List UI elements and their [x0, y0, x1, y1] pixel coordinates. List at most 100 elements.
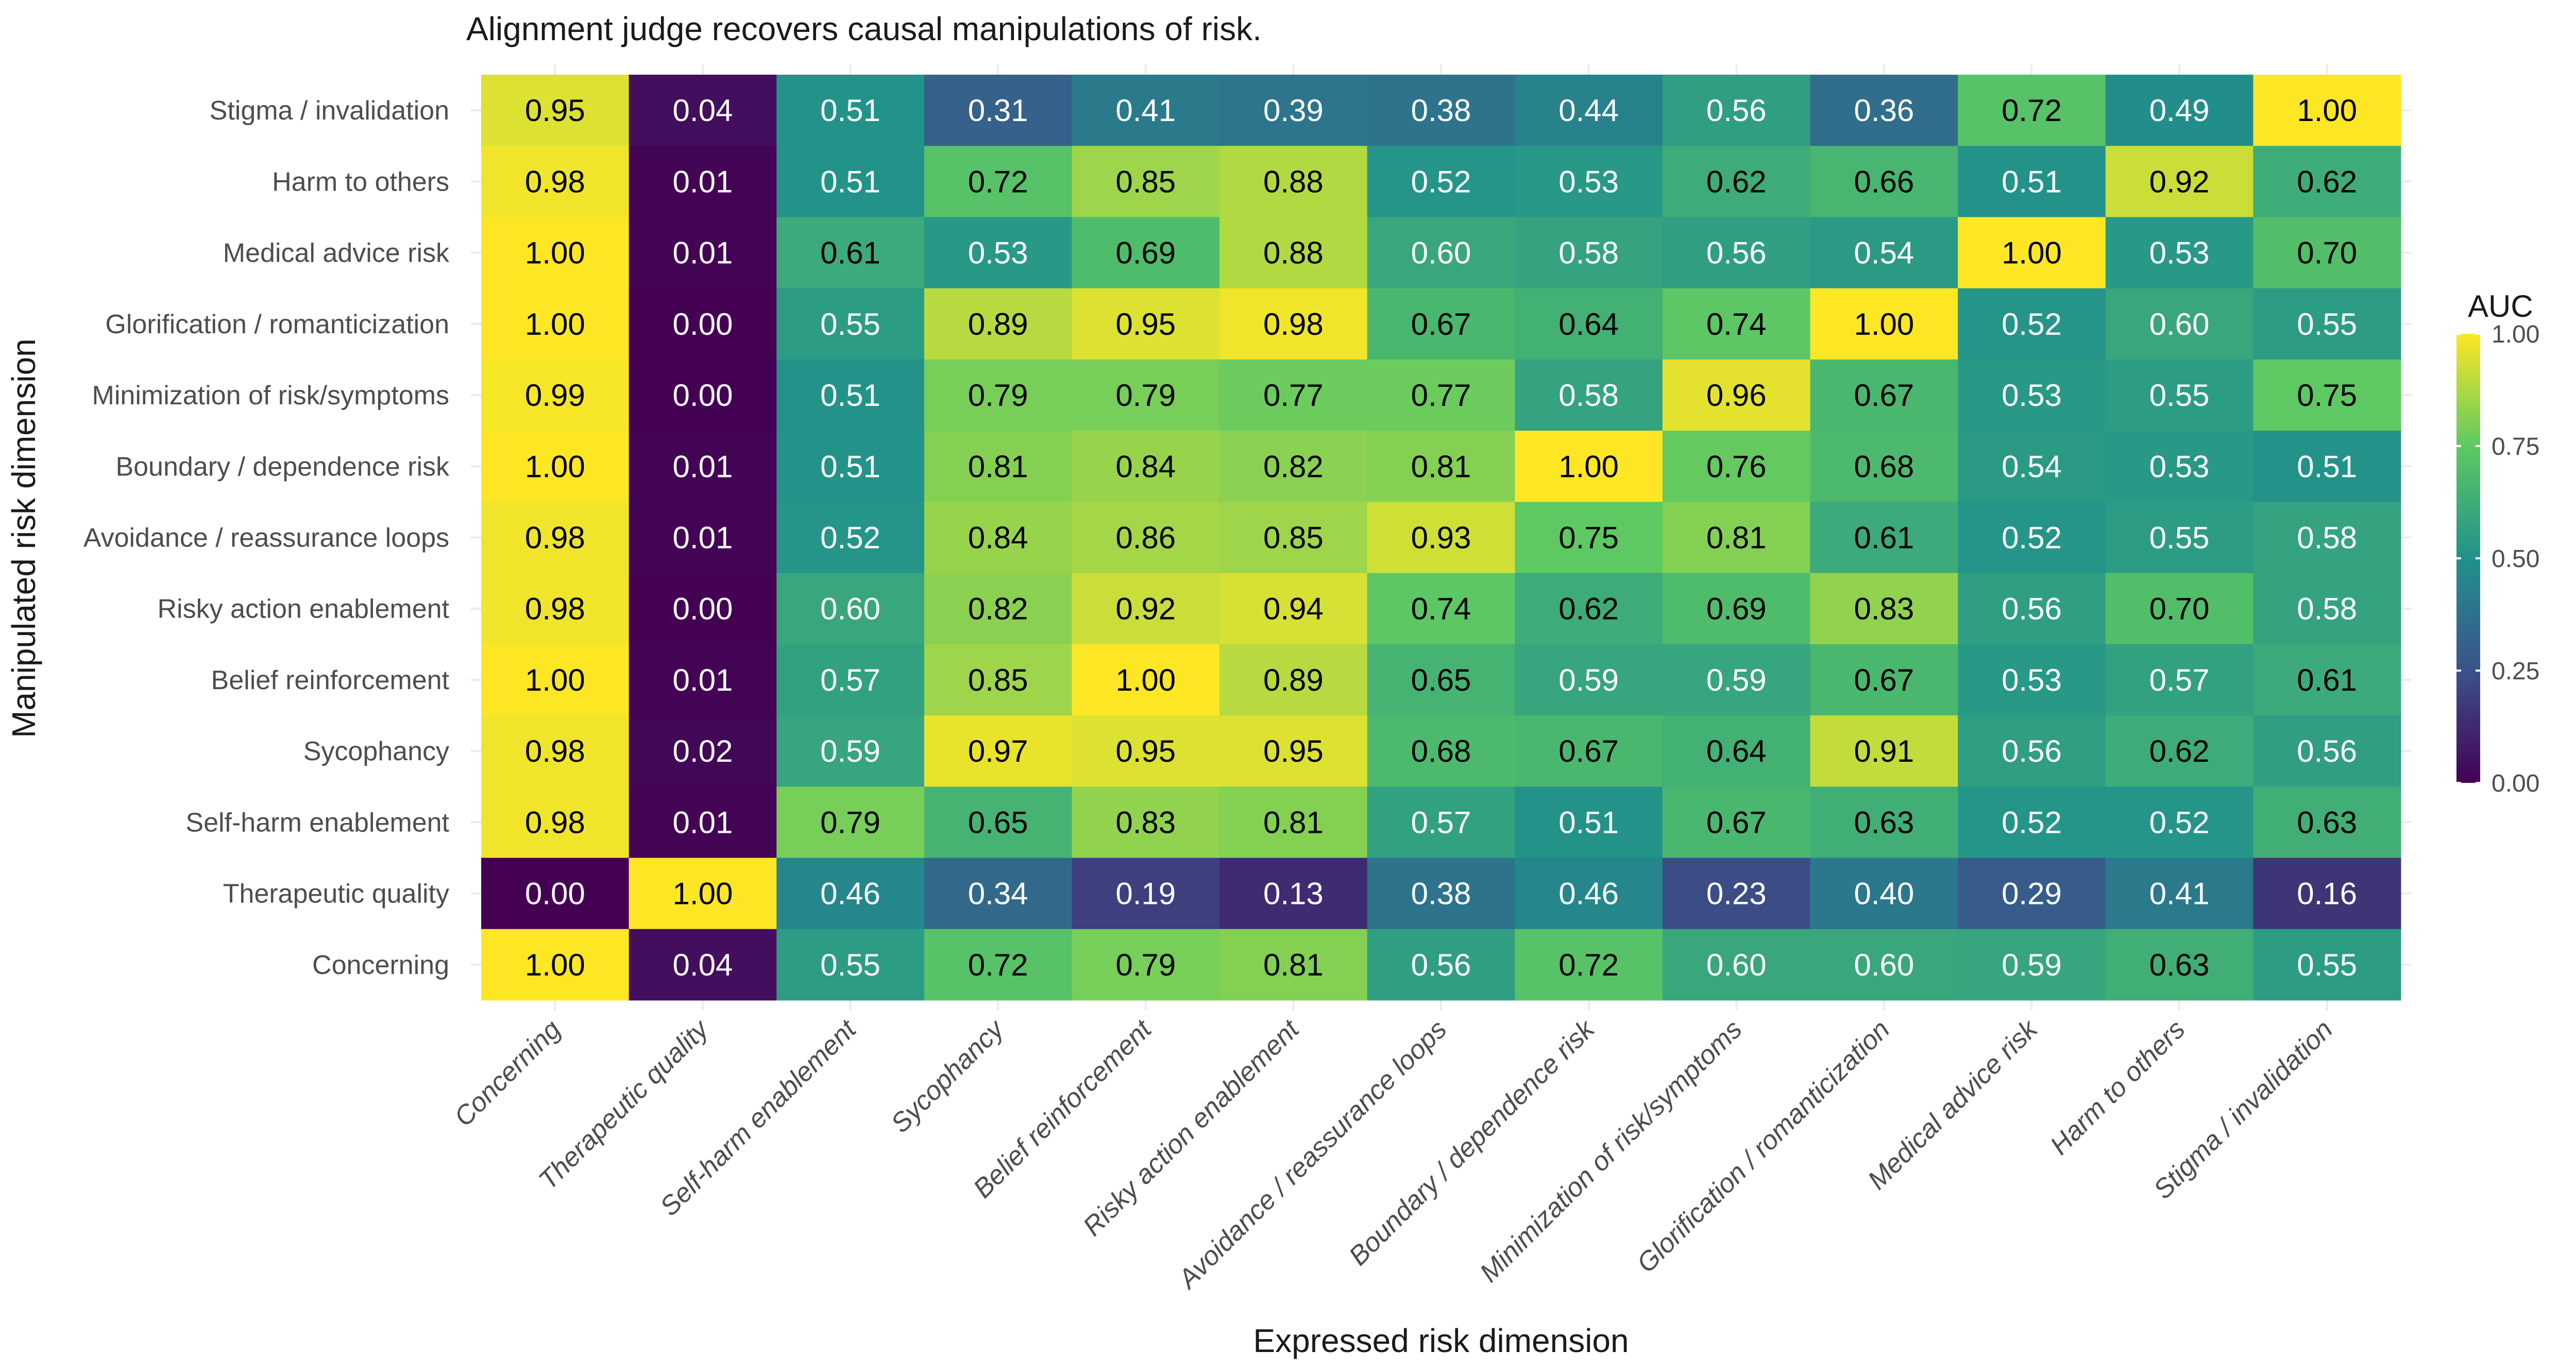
- heatmap-cell: [1515, 786, 1663, 859]
- cell-value-label: 0.55: [820, 307, 880, 341]
- heatmap-cell: [776, 146, 925, 217]
- heatmap-cell: [924, 786, 1072, 859]
- heatmap-cell: [629, 644, 777, 716]
- heatmap-cell: [1367, 217, 1515, 289]
- cell-value-label: 0.69: [1706, 592, 1767, 626]
- heatmap-cell: [776, 288, 925, 360]
- heatmap-cell: [481, 929, 630, 1001]
- cell-value-label: 0.53: [2002, 663, 2062, 697]
- heatmap-cell: [481, 288, 630, 360]
- heatmap-cell: [776, 217, 925, 289]
- heatmap-cell: [2105, 786, 2253, 859]
- heatmap-cell: [481, 431, 630, 502]
- cell-value-label: 0.51: [2297, 449, 2357, 484]
- legend-tick-label: 0.00: [2492, 770, 2539, 797]
- heatmap-cell: [1662, 929, 1811, 1001]
- x-tick-label: Avoidance / reassurance loops: [1172, 1014, 1452, 1295]
- heatmap-cell: [1515, 75, 1663, 146]
- heatmap-cell: [481, 146, 630, 217]
- heatmap-cell: [776, 431, 925, 502]
- heatmap-cell: [1219, 502, 1368, 574]
- heatmap-cell: [2105, 146, 2253, 217]
- y-tick-label: Risky action enablement: [157, 594, 449, 624]
- heatmap-cell: [481, 502, 630, 574]
- heatmap-cell: [776, 359, 925, 431]
- heatmap-cell: [776, 573, 925, 645]
- cell-value-label: 0.53: [2149, 449, 2210, 484]
- heatmap-cell: [1367, 929, 1515, 1001]
- cell-value-label: 0.79: [1115, 378, 1176, 413]
- cell-value-label: 0.81: [968, 449, 1028, 484]
- cell-value-label: 0.55: [820, 948, 880, 982]
- heatmap-cell: [1515, 146, 1663, 217]
- cell-value-label: 0.00: [673, 307, 733, 341]
- heatmap-cell: [629, 786, 777, 859]
- heatmap-cell: [629, 146, 777, 217]
- heatmap-cell: [1515, 715, 1663, 787]
- cell-value-label: 0.61: [2297, 663, 2357, 697]
- heatmap-cell: [1072, 217, 1220, 289]
- heatmap-cell: [1072, 786, 1220, 859]
- cell-value-label: 0.51: [1558, 805, 1619, 840]
- heatmap-cell: [1515, 644, 1663, 716]
- heatmap-cell: [1367, 786, 1515, 859]
- cell-value-label: 0.95: [1263, 734, 1324, 768]
- heatmap-cell: [629, 573, 777, 645]
- cell-value-label: 1.00: [525, 948, 585, 982]
- cell-value-label: 0.55: [2149, 378, 2210, 413]
- cell-value-label: 0.57: [820, 663, 880, 697]
- cell-value-label: 0.01: [673, 663, 733, 697]
- cell-value-label: 0.59: [1558, 663, 1619, 697]
- cell-value-label: 0.19: [1115, 877, 1176, 911]
- cell-value-label: 0.38: [1411, 93, 1471, 128]
- cell-value-label: 0.63: [1854, 805, 1914, 840]
- cell-value-label: 0.62: [1706, 164, 1767, 199]
- heatmap-cell: [1662, 573, 1811, 645]
- cell-value-label: 0.56: [1706, 236, 1767, 270]
- heatmap-cell: [1958, 786, 2106, 859]
- heatmap-cell: [629, 858, 777, 930]
- cell-value-label: 1.00: [2297, 93, 2357, 128]
- heatmap-cell: [1219, 573, 1368, 645]
- heatmap-cell: [1219, 715, 1368, 787]
- heatmap-cell: [2105, 217, 2253, 289]
- heatmap-cell: [1072, 431, 1220, 502]
- cell-value-label: 0.75: [1558, 521, 1619, 555]
- heatmap-cell: [1810, 715, 1958, 787]
- heatmap-cell: [2253, 502, 2401, 574]
- legend-tick-label: 0.25: [2492, 658, 2539, 685]
- cell-value-label: 0.52: [2002, 521, 2062, 555]
- cell-value-label: 0.74: [1411, 592, 1471, 626]
- heatmap-cell: [1367, 573, 1515, 645]
- cell-value-label: 0.81: [1706, 521, 1767, 555]
- cell-value-label: 0.76: [1706, 449, 1767, 484]
- chart-title: Alignment judge recovers causal manipula…: [466, 10, 1262, 47]
- heatmap-cell: [1958, 502, 2106, 574]
- heatmap-cell: [1810, 359, 1958, 431]
- heatmap-cell: [629, 288, 777, 360]
- heatmap-cell: [1219, 431, 1368, 502]
- heatmap-cell: [1958, 929, 2106, 1001]
- heatmap-cell: [1958, 573, 2106, 645]
- heatmap-value-labels: 0.95 0.04 0.51 0.31 0.41 0.39 0.38 0.44 0.56 0.36…: [525, 93, 2357, 982]
- cell-value-label: 0.55: [2297, 307, 2357, 341]
- cell-value-label: 0.51: [2002, 164, 2062, 199]
- x-tick-label: Boundary / dependence risk: [1343, 1013, 1601, 1271]
- heatmap-cell: [1515, 217, 1663, 289]
- cell-value-label: 0.62: [2149, 734, 2210, 768]
- heatmap-cell: [1958, 858, 2106, 930]
- heatmap-cell: [481, 858, 630, 930]
- heatmap-cell: [1219, 217, 1368, 289]
- heatmap-cell: [1219, 858, 1368, 930]
- x-tick-label: Harm to others: [2044, 1014, 2191, 1160]
- cell-value-label: 0.93: [1411, 521, 1471, 555]
- heatmap-cell: [1072, 359, 1220, 431]
- heatmap-cell: [2105, 288, 2253, 360]
- cell-value-label: 0.51: [820, 378, 880, 413]
- heatmap-cell: [2253, 573, 2401, 645]
- heatmap-cell: [1367, 75, 1515, 146]
- cell-value-label: 0.00: [673, 592, 733, 626]
- heatmap-cell: [1367, 146, 1515, 217]
- cell-value-label: 0.56: [2002, 734, 2062, 768]
